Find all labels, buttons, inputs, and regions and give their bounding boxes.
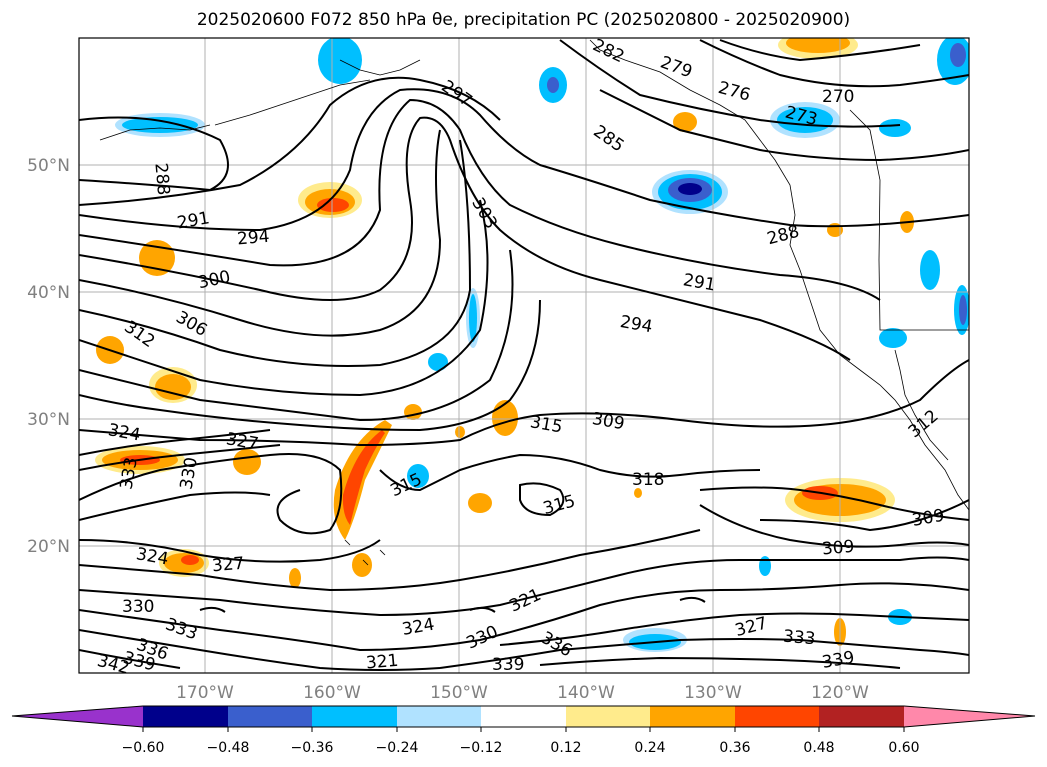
colorbar-segment (397, 706, 481, 727)
colorbar-tick: −0.24 (376, 740, 419, 756)
lon-label: 130°W (684, 683, 742, 703)
colorbar-tick: 0.24 (634, 740, 665, 756)
colorbar-tick: −0.60 (122, 740, 165, 756)
lon-label: 120°W (811, 683, 869, 703)
contour-label: 321 (365, 651, 399, 674)
colorbar-extend-low (12, 706, 143, 727)
lat-label: 30°N (27, 410, 70, 430)
contour-label: 318 (632, 470, 664, 490)
lon-label: 160°W (303, 683, 361, 703)
contour-label: 294 (236, 227, 270, 250)
colorbar-segment (481, 706, 566, 727)
lat-label: 50°N (27, 156, 70, 176)
contour-label: 288 (150, 162, 173, 196)
lon-label: 150°W (430, 683, 488, 703)
colorbar-segment (819, 706, 904, 727)
colorbar-segment (650, 706, 735, 727)
colorbar: −0.60 −0.48 −0.36 −0.24 −0.12 0.12 0.24 … (11, 705, 1036, 756)
latitude-labels: 50°N 40°N 30°N 20°N (27, 156, 70, 557)
contour-label: 327 (211, 554, 245, 577)
colorbar-segment (735, 706, 819, 727)
lat-label: 40°N (27, 283, 70, 303)
colorbar-tick: −0.36 (291, 740, 334, 756)
contour-label: 330 (122, 597, 154, 617)
contour-label: 339 (492, 655, 524, 675)
colorbar-extend-high (904, 706, 1035, 727)
map-frame (78, 37, 970, 674)
colorbar-tick: 0.60 (888, 740, 919, 756)
colorbar-tick: 0.48 (803, 740, 834, 756)
lon-label: 170°W (176, 683, 234, 703)
colorbar-tick: 0.12 (550, 740, 581, 756)
lon-label: 140°W (557, 683, 615, 703)
colorbar-segment (312, 706, 397, 727)
colorbar-segment (566, 706, 650, 727)
contour-label: 270 (822, 87, 854, 107)
colorbar-segment (143, 706, 228, 727)
colorbar-tick: −0.48 (207, 740, 250, 756)
colorbar-tick: 0.36 (719, 740, 750, 756)
theta-e-contours (79, 39, 969, 671)
contour-label: 309 (821, 537, 855, 560)
map-title: 2025020600 F072 850 hPa θe, precipitatio… (196, 10, 851, 30)
lat-label: 20°N (27, 537, 70, 557)
colorbar-segment (228, 706, 312, 727)
longitude-labels: 170°W 160°W 150°W 140°W 130°W 120°W (176, 683, 869, 703)
contour-label: 333 (782, 627, 816, 650)
colorbar-tick: −0.12 (460, 740, 503, 756)
